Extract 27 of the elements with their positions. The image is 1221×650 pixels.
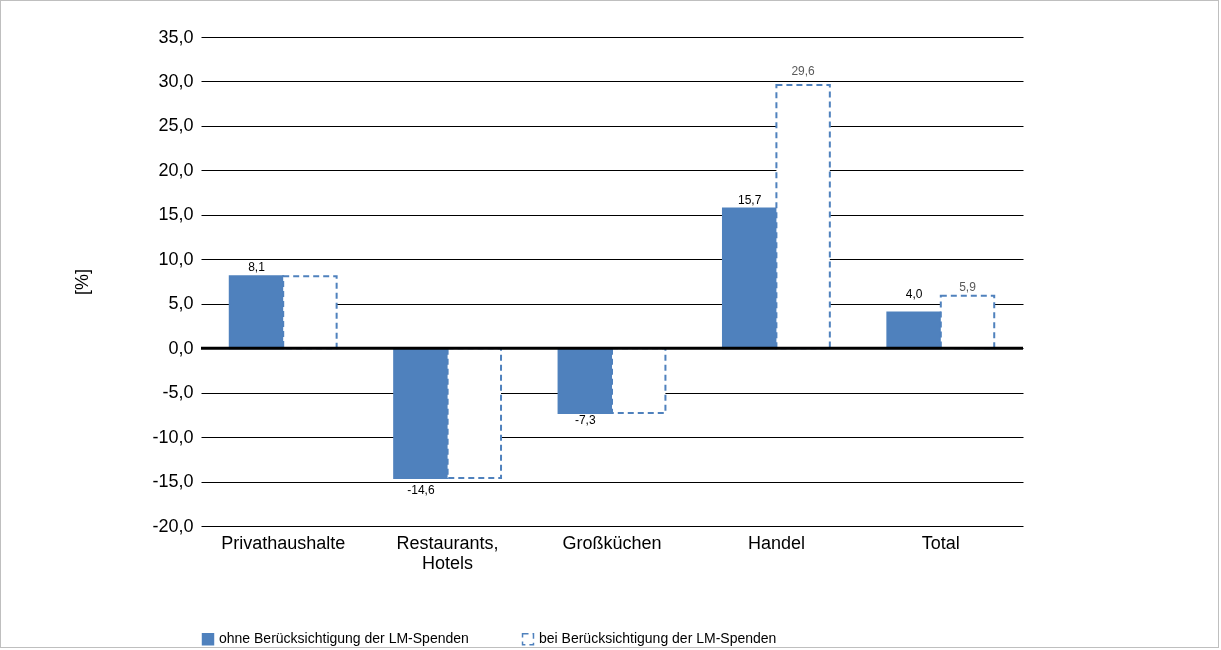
- data-label: -14,6: [407, 482, 435, 497]
- data-label: 4,0: [905, 286, 923, 301]
- y-tick-label: -10,0: [152, 426, 194, 447]
- x-tick-label: Privathaushalte: [221, 532, 346, 553]
- data-label: -7,3: [574, 413, 596, 428]
- x-tick-label: Restaurants, Hotels: [396, 532, 499, 573]
- y-tick-label: 25,0: [158, 115, 194, 136]
- y-tick-label: -5,0: [162, 382, 194, 403]
- y-tick-label: 35,0: [158, 26, 194, 47]
- x-tick-label: Total: [921, 532, 960, 553]
- data-label: 15,7: [738, 192, 762, 207]
- x-tick-label: Handel: [747, 532, 805, 553]
- data-label: 5,9: [959, 279, 977, 294]
- y-tick-label: 15,0: [158, 204, 194, 225]
- y-tick-label: 0,0: [168, 337, 194, 358]
- y-tick-label: 10,0: [158, 248, 194, 269]
- y-tick-label: 5,0: [168, 293, 194, 314]
- y-tick-label: 20,0: [158, 159, 194, 180]
- data-label: 8,1: [248, 260, 266, 275]
- y-axis-title: [%]: [72, 268, 93, 296]
- legend-label: ohne Berücksichtigung der LM-Spenden: [219, 630, 469, 647]
- y-tick-label: -20,0: [152, 515, 194, 536]
- data-label: 29,6: [791, 64, 816, 79]
- legend-label: bei Berücksichtigung der LM-Spenden: [539, 630, 777, 647]
- x-tick-label: Großküchen: [562, 532, 662, 553]
- y-tick-label: -15,0: [152, 471, 194, 492]
- y-tick-label: 30,0: [158, 70, 194, 91]
